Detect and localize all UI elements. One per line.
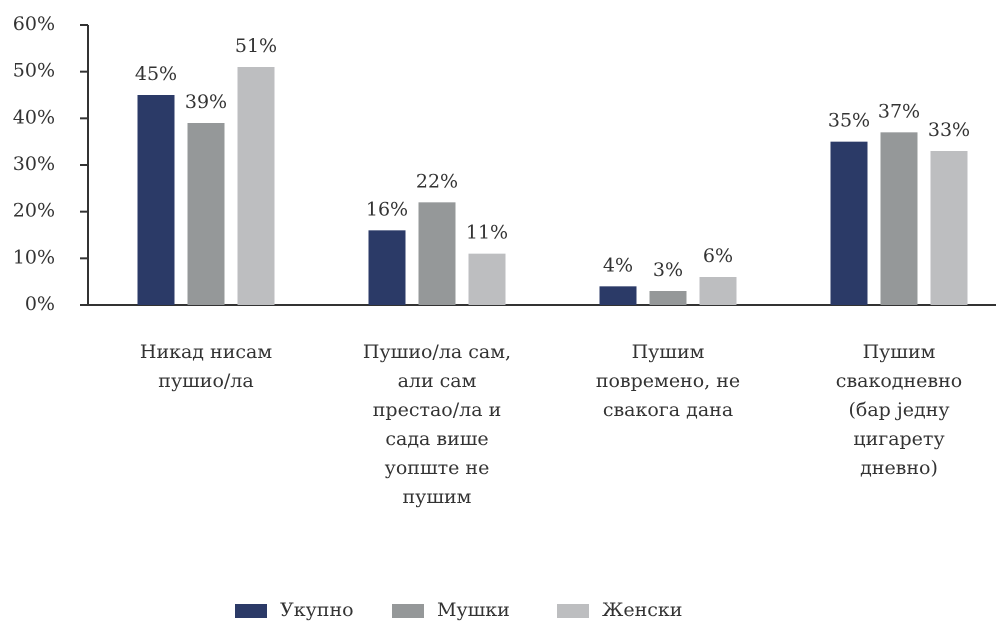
bar [368,230,406,305]
value-label: 3% [653,259,683,281]
value-label: 6% [703,245,733,267]
value-label: 35% [828,110,870,132]
x-tick-label: Никад нисам пушио/ла [139,341,273,392]
x-tick-label: Пушио/ла сам, али сам престао/ла и сада … [362,341,512,508]
value-label: 11% [466,222,508,244]
y-tick-label: 30% [13,153,55,175]
x-tick-label: Пушим повремено, не свакога дана [595,341,741,421]
legend-label: Женски [602,599,682,621]
value-label: 22% [416,170,458,192]
legend-swatch [235,604,267,618]
y-tick-label: 40% [13,106,55,128]
value-label: 37% [878,100,920,122]
legend-label: Укупно [280,599,354,621]
bar [880,132,918,305]
bar [649,291,687,305]
value-label: 39% [185,91,227,113]
legend-swatch [557,604,589,618]
bar [418,202,456,305]
bar [187,123,225,305]
legend-label: Мушки [437,599,510,621]
bar [468,253,506,305]
value-label: 45% [135,63,177,85]
bar [599,286,637,305]
y-tick-label: 50% [13,60,55,82]
value-label: 16% [366,198,408,220]
y-tick-label: 0% [25,293,55,315]
y-tick-label: 20% [13,200,55,222]
value-label: 51% [235,35,277,57]
y-tick-label: 60% [13,13,55,35]
value-label: 4% [603,254,633,276]
bar [930,151,968,305]
legend-swatch [392,604,424,618]
bar [237,67,275,305]
y-tick-label: 10% [13,246,55,268]
bar [830,141,868,305]
bar [137,95,175,305]
bar [699,277,737,305]
value-label: 33% [928,119,970,141]
x-tick-label: Пушим свакодневно (бар једну цигарету дн… [835,341,963,479]
